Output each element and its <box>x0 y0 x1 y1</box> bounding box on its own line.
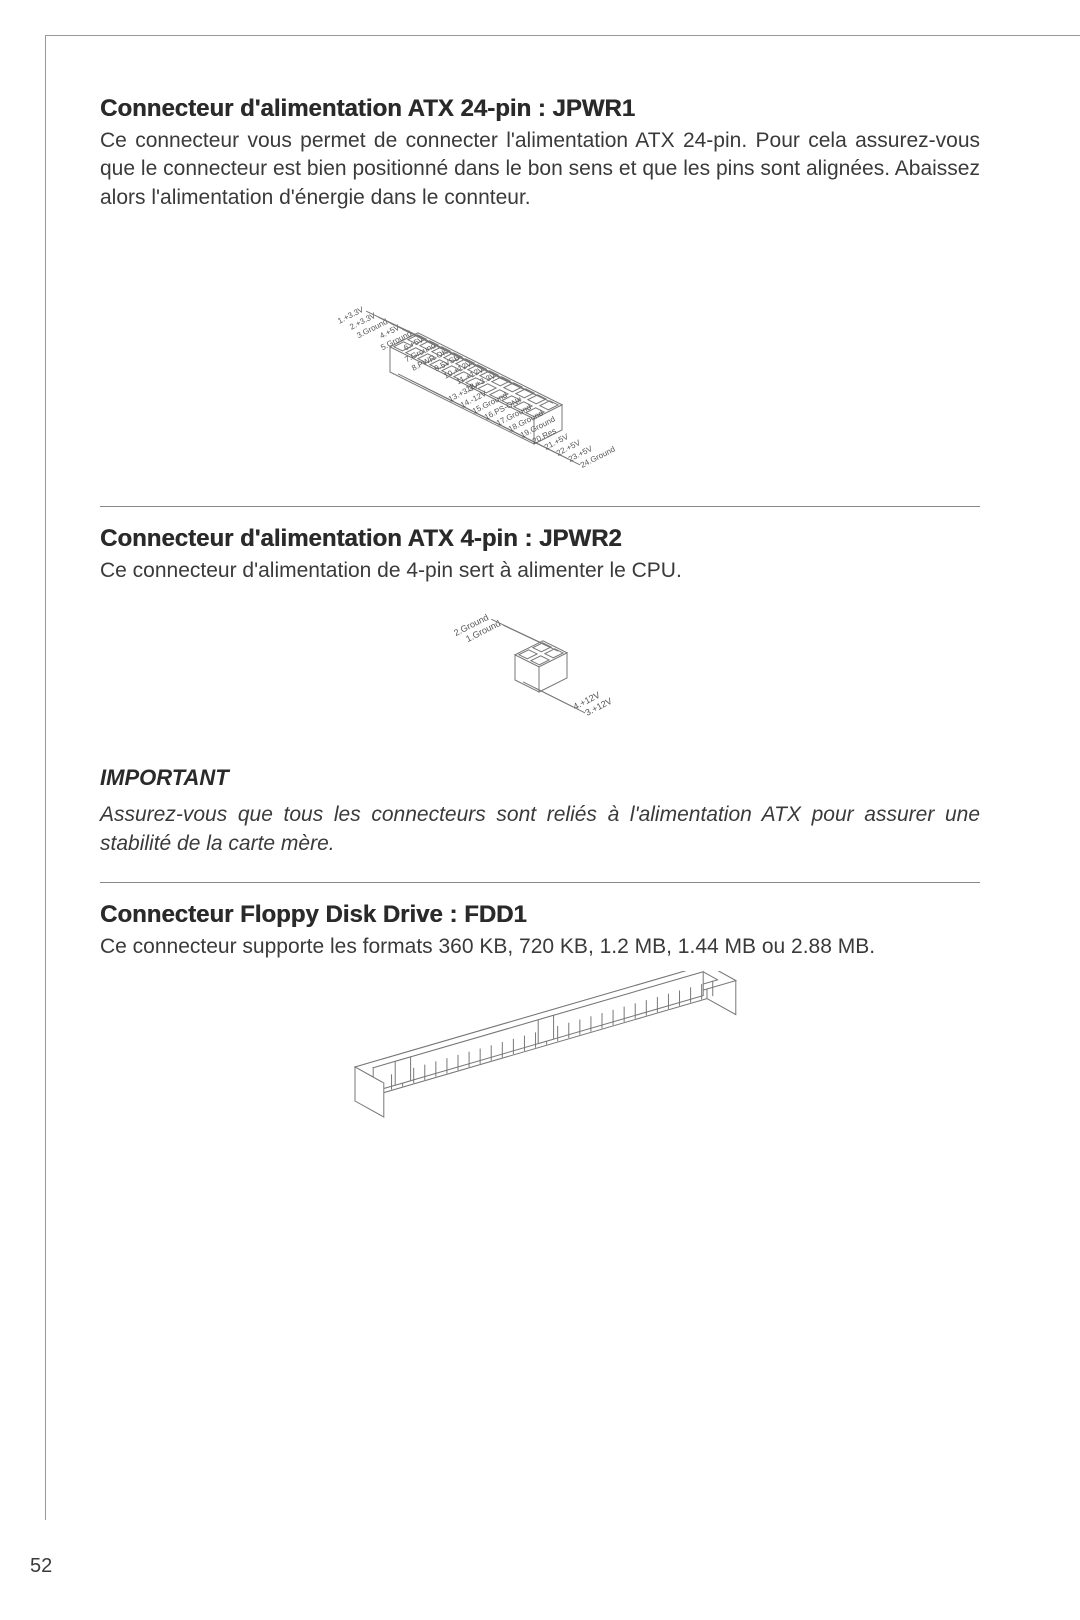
page-number: 52 <box>30 1555 52 1578</box>
page-frame <box>45 35 1080 1520</box>
manual-page: Connecteur d'alimentation ATX 24-pin : J… <box>0 0 1080 1620</box>
